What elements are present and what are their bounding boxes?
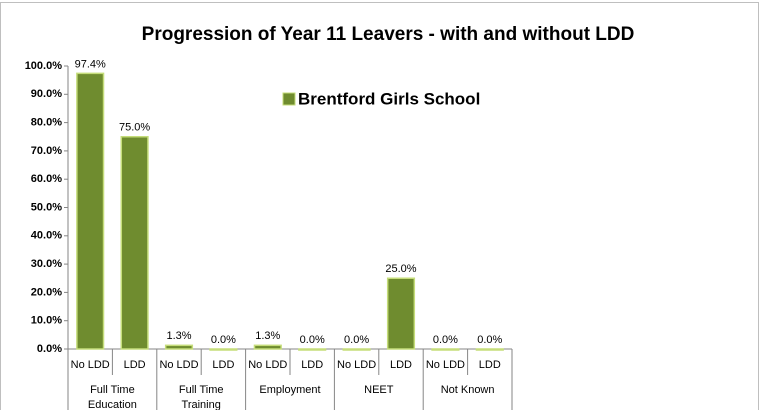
x-tick-label: No LDD — [248, 359, 287, 371]
x-group-label: NEET — [364, 384, 394, 396]
data-label: 25.0% — [385, 263, 416, 275]
data-label: 0.0% — [433, 334, 458, 346]
y-tick-label: 80.0% — [31, 117, 62, 129]
bar — [431, 348, 460, 351]
bar — [209, 348, 238, 351]
x-tick-label: No LDD — [159, 359, 198, 371]
bar — [298, 348, 327, 351]
bar — [120, 136, 149, 350]
bar — [386, 277, 416, 350]
bar — [342, 348, 371, 351]
legend-label: Brentford Girls School — [298, 89, 480, 108]
x-tick-label: No LDD — [426, 359, 465, 371]
y-tick-label: 90.0% — [31, 88, 62, 100]
y-tick-label: 40.0% — [31, 230, 62, 242]
data-label: 0.0% — [211, 334, 236, 346]
y-tick-label: 10.0% — [31, 315, 62, 327]
data-label: 0.0% — [300, 334, 325, 346]
x-tick-label: No LDD — [71, 359, 110, 371]
x-tick-label: LDD — [390, 359, 412, 371]
data-label: 1.3% — [255, 330, 280, 342]
x-tick-label: LDD — [212, 359, 234, 371]
y-tick-label: 20.0% — [31, 286, 62, 298]
bar — [253, 344, 282, 350]
x-group-label: Full Time Training — [179, 384, 224, 410]
x-group-label: Full Time Education — [88, 384, 137, 410]
y-tick-label: 30.0% — [31, 258, 62, 270]
legend-marker — [282, 92, 296, 106]
chart-title: Progression of Year 11 Leavers - with an… — [142, 24, 635, 45]
y-tick-label: 0.0% — [37, 343, 62, 355]
bar — [76, 72, 105, 350]
y-tick-label: 50.0% — [31, 201, 62, 213]
x-group-label: Not Known — [441, 384, 495, 396]
x-tick-label: No LDD — [337, 359, 376, 371]
data-label: 97.4% — [75, 58, 106, 70]
y-tick-label: 70.0% — [31, 145, 62, 157]
x-tick-label: LDD — [479, 359, 501, 371]
bar — [164, 344, 194, 350]
x-tick-label: LDD — [124, 359, 146, 371]
data-label: 1.3% — [166, 330, 191, 342]
y-tick-label: 100.0% — [25, 60, 63, 72]
x-group-label: Employment — [259, 384, 320, 396]
x-tick-label: LDD — [301, 359, 323, 371]
data-label: 0.0% — [477, 334, 502, 346]
y-tick-label: 60.0% — [31, 173, 62, 185]
data-label: 0.0% — [344, 334, 369, 346]
data-label: 75.0% — [119, 122, 150, 134]
bar — [475, 348, 504, 351]
